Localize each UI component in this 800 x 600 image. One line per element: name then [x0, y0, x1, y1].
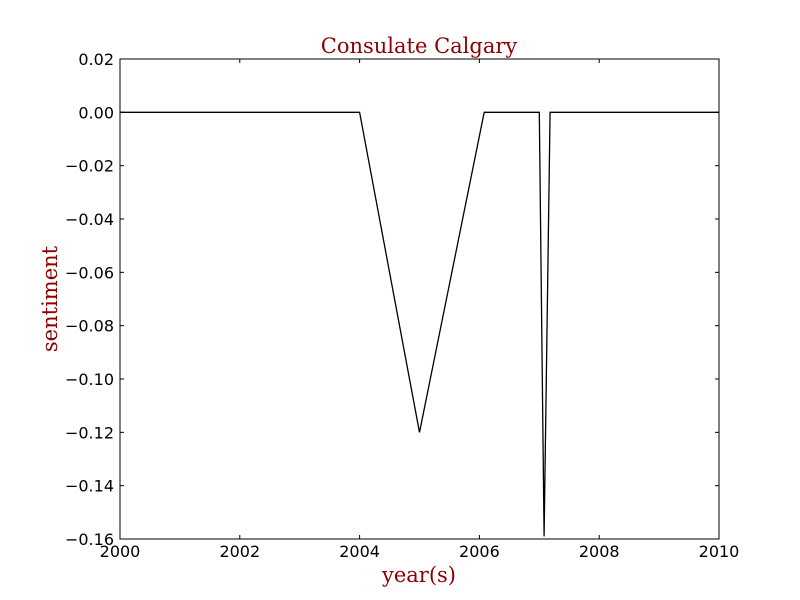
x-tick-label: 2004 [339, 542, 380, 561]
y-tick-label: −0.04 [65, 210, 114, 229]
series-line-0 [120, 111, 719, 537]
x-tick-label: 2002 [219, 542, 260, 561]
y-tick-label: −0.08 [65, 317, 114, 336]
y-tick-label: −0.06 [65, 263, 114, 282]
plot-frame [119, 58, 720, 540]
x-tick-label: 2006 [459, 542, 500, 561]
x-tick-label: 2000 [100, 542, 141, 561]
x-tick-label: 2008 [579, 542, 620, 561]
y-tick-label: 0.00 [78, 103, 114, 122]
x-axis-label: year(s) [381, 563, 456, 587]
y-tick-label: −0.02 [65, 157, 114, 176]
x-tick-label: 2010 [699, 542, 740, 561]
y-tick-label: −0.10 [65, 370, 114, 389]
y-tick-label: 0.02 [78, 50, 114, 69]
y-tick-label: −0.14 [65, 477, 114, 496]
y-axis-label: sentiment [38, 245, 62, 352]
chart-title: Consulate Calgary [321, 34, 518, 58]
plot-area: 2000 2002 2004 2006 2008 2010 0.02 0.00 −0.02 −0.… [65, 50, 739, 561]
y-tick-label: −0.16 [65, 530, 114, 549]
y-tick-label: −0.12 [65, 423, 114, 442]
